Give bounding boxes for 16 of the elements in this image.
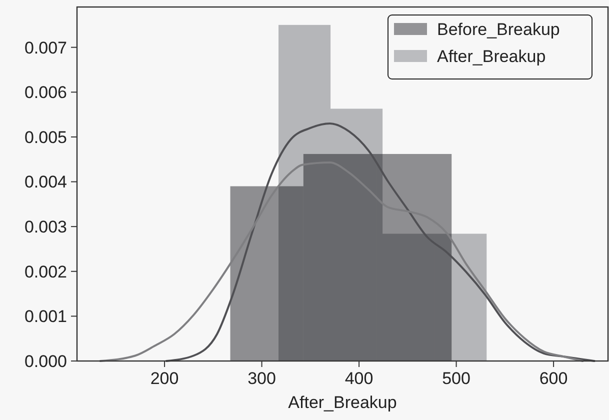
y-tick-label: 0.007 [24,38,67,58]
y-tick-label: 0.003 [24,218,67,237]
y-tick-label: 0.006 [24,83,67,102]
y-tick-label: 0.002 [24,262,67,282]
x-tick-label: 500 [442,369,470,388]
y-tick-label: 0.004 [24,172,67,192]
x-tick-label: 400 [344,369,374,388]
y-tick-label: 0.001 [24,307,67,326]
x-tick-label: 600 [539,369,568,388]
y-tick-label: 0.005 [24,128,67,147]
y-tick-label: 0.000 [24,352,67,371]
legend-label: After_Breakup [437,46,546,66]
x-tick-label: 300 [248,369,276,388]
x-axis-title: After_Breakup [288,393,397,412]
x-tick-label: 200 [150,369,179,388]
legend-label: Before_Breakup [437,20,560,39]
